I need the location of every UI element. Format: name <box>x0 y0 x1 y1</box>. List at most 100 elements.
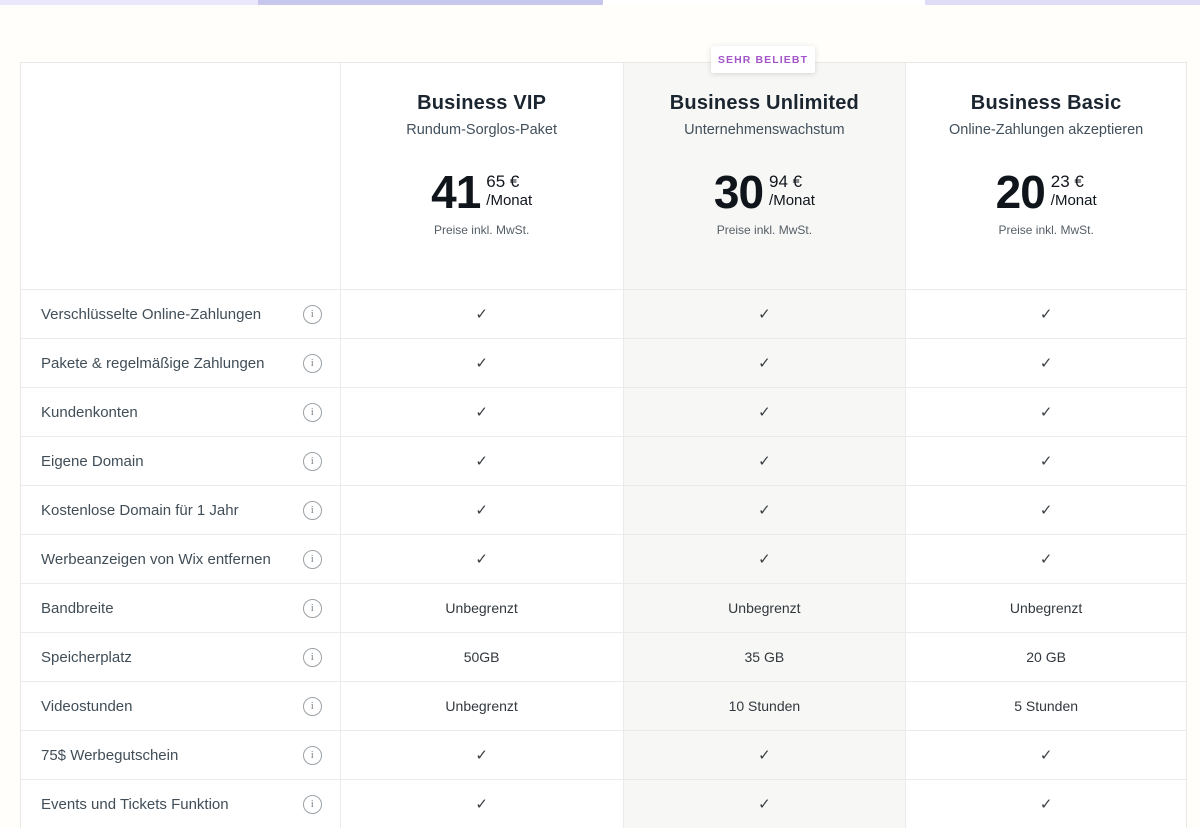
feature-label-cell: 75$ Werbegutschein <box>21 731 340 779</box>
feature-label-cell: Videostunden <box>21 682 340 730</box>
check-icon: ✓ <box>339 388 623 436</box>
info-icon[interactable] <box>302 696 322 716</box>
feature-label-cell: Kundenkonten <box>21 388 340 436</box>
check-icon: ✓ <box>905 437 1186 485</box>
feature-label: Speicherplatz <box>41 648 132 666</box>
check-icon: ✓ <box>339 437 623 485</box>
strip-segment <box>0 0 258 5</box>
price-whole: 20 <box>995 166 1046 218</box>
vat-note: Preise inkl. MwSt. <box>433 223 530 237</box>
feature-label: 75$ Werbegutschein <box>41 746 179 764</box>
strip-segment <box>258 0 603 5</box>
table-row: Bandbreite Unbegrenzt Unbegrenzt Unbegre… <box>21 583 1186 632</box>
table-row: Speicherplatz 50GB 35 GB 20 GB <box>21 632 1186 681</box>
table-row: Verschlüsselte Online-Zahlungen ✓ ✓ ✓ <box>21 289 1186 338</box>
info-icon[interactable] <box>302 500 322 520</box>
feature-value: Unbegrenzt <box>622 584 906 632</box>
feature-label: Verschlüsselte Online-Zahlungen <box>41 305 262 323</box>
table-row: Werbeanzeigen von Wix entfernen ✓ ✓ ✓ <box>21 534 1186 583</box>
popular-badge: SEHR BELIEBT <box>711 46 815 73</box>
table-row: Pakete & regelmäßige Zahlungen ✓ ✓ ✓ <box>21 338 1186 387</box>
check-icon: ✓ <box>622 290 906 338</box>
check-icon: ✓ <box>339 731 623 779</box>
check-icon: ✓ <box>339 339 623 387</box>
feature-value: 20 GB <box>905 633 1186 681</box>
feature-label: Eigene Domain <box>41 452 144 470</box>
feature-label: Pakete & regelmäßige Zahlungen <box>41 354 265 372</box>
info-icon[interactable] <box>302 402 322 422</box>
plan-price: 30 94 € /Monat <box>713 166 815 218</box>
info-icon[interactable] <box>302 451 322 471</box>
feature-value: Unbegrenzt <box>905 584 1186 632</box>
check-icon: ✓ <box>905 731 1186 779</box>
price-period: /Monat <box>1050 192 1097 209</box>
price-whole: 41 <box>431 166 481 218</box>
feature-label-cell: Werbeanzeigen von Wix entfernen <box>21 535 340 583</box>
table-row: Events und Tickets Funktion ✓ ✓ ✓ <box>21 779 1186 828</box>
info-icon[interactable] <box>302 353 322 373</box>
check-icon: ✓ <box>905 780 1186 828</box>
table-row: Videostunden Unbegrenzt 10 Stunden 5 Stu… <box>21 681 1186 730</box>
check-icon: ✓ <box>622 780 906 828</box>
check-icon: ✓ <box>622 535 906 583</box>
top-decorative-strip <box>0 0 1200 5</box>
feature-value: 35 GB <box>622 633 906 681</box>
plan-price: 41 65 € /Monat <box>431 166 533 218</box>
info-icon[interactable] <box>302 598 322 618</box>
price-whole: 30 <box>713 166 764 218</box>
feature-value: 50GB <box>339 633 623 681</box>
plan-tagline: Rundum-Sorglos-Paket <box>406 122 557 138</box>
table-row: 75$ Werbegutschein ✓ ✓ ✓ <box>21 730 1186 779</box>
feature-label-cell: Verschlüsselte Online-Zahlungen <box>21 290 340 338</box>
feature-label-cell: Speicherplatz <box>21 633 340 681</box>
vat-note: Preise inkl. MwSt. <box>716 223 813 237</box>
check-icon: ✓ <box>339 290 623 338</box>
check-icon: ✓ <box>622 486 906 534</box>
strip-segment <box>925 0 1200 5</box>
feature-label: Events und Tickets Funktion <box>41 795 229 813</box>
check-icon: ✓ <box>905 535 1186 583</box>
plan-tagline: Unternehmenswachstum <box>684 122 845 138</box>
table-row: Eigene Domain ✓ ✓ ✓ <box>21 436 1186 485</box>
check-icon: ✓ <box>622 388 906 436</box>
check-icon: ✓ <box>905 290 1186 338</box>
feature-label-cell: Pakete & regelmäßige Zahlungen <box>21 339 340 387</box>
pricing-comparison-table: Business VIP Rundum-Sorglos-Paket 41 65 … <box>20 62 1187 828</box>
plan-header-business-basic: Business Basic Online-Zahlungen akzeptie… <box>905 63 1186 289</box>
check-icon: ✓ <box>339 780 623 828</box>
plan-tagline: Online-Zahlungen akzeptieren <box>948 122 1144 138</box>
price-period: /Monat <box>486 192 533 209</box>
info-icon[interactable] <box>302 549 322 569</box>
plan-name: Business Basic <box>970 92 1122 114</box>
vat-note: Preise inkl. MwSt. <box>998 223 1094 237</box>
strip-segment <box>603 0 925 5</box>
feature-label: Videostunden <box>41 697 133 715</box>
feature-value: 10 Stunden <box>622 682 906 730</box>
info-icon[interactable] <box>302 647 322 667</box>
price-period: /Monat <box>769 192 815 209</box>
plan-name: Business VIP <box>417 92 547 114</box>
price-cents: 94 € <box>769 172 803 191</box>
check-icon: ✓ <box>622 339 906 387</box>
check-icon: ✓ <box>622 437 906 485</box>
feature-value: Unbegrenzt <box>339 682 623 730</box>
header-empty-cell <box>21 63 340 289</box>
feature-label: Kundenkonten <box>41 403 138 421</box>
feature-label-cell: Events und Tickets Funktion <box>21 780 340 828</box>
info-icon[interactable] <box>302 745 322 765</box>
table-header-row: Business VIP Rundum-Sorglos-Paket 41 65 … <box>21 63 1186 289</box>
info-icon[interactable] <box>302 304 322 324</box>
info-icon[interactable] <box>302 794 322 814</box>
check-icon: ✓ <box>905 486 1186 534</box>
feature-label-cell: Bandbreite <box>21 584 340 632</box>
feature-label: Bandbreite <box>41 599 114 617</box>
price-cents: 23 € <box>1050 172 1084 191</box>
price-cents: 65 € <box>486 172 520 191</box>
check-icon: ✓ <box>339 535 623 583</box>
check-icon: ✓ <box>905 339 1186 387</box>
check-icon: ✓ <box>339 486 623 534</box>
plan-header-business-unlimited: Business Unlimited Unternehmenswachstum … <box>622 63 906 289</box>
feature-label: Kostenlose Domain für 1 Jahr <box>41 501 239 519</box>
plan-name: Business Unlimited <box>669 92 859 114</box>
feature-value: 5 Stunden <box>905 682 1186 730</box>
